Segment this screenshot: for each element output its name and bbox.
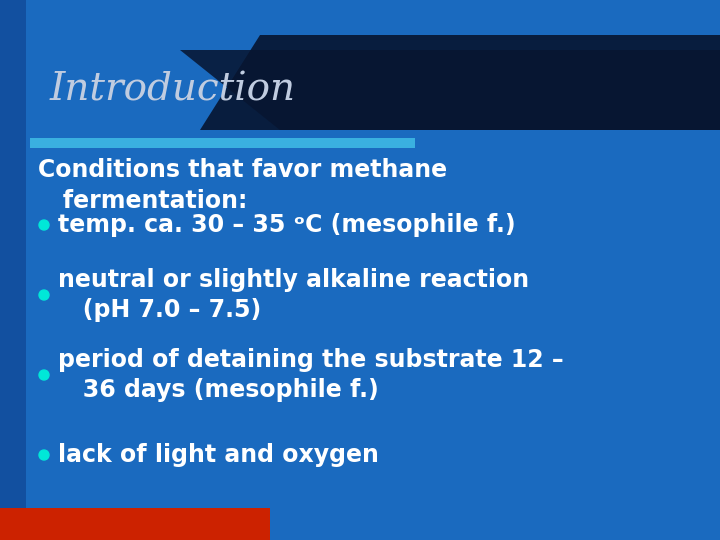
FancyBboxPatch shape [0, 0, 26, 540]
Text: period of detaining the substrate 12 –
   36 days (mesophile f.): period of detaining the substrate 12 – 3… [58, 348, 564, 402]
Text: Introduction: Introduction [50, 71, 296, 109]
Polygon shape [200, 35, 720, 130]
Text: Conditions that favor methane
   fermentation:: Conditions that favor methane fermentati… [38, 158, 447, 213]
FancyBboxPatch shape [30, 138, 415, 148]
Text: neutral or slightly alkaline reaction
   (pH 7.0 – 7.5): neutral or slightly alkaline reaction (p… [58, 268, 529, 322]
Circle shape [39, 370, 49, 380]
Circle shape [39, 290, 49, 300]
Circle shape [39, 220, 49, 230]
FancyBboxPatch shape [0, 508, 270, 540]
Circle shape [39, 450, 49, 460]
Text: lack of light and oxygen: lack of light and oxygen [58, 443, 379, 467]
Text: temp. ca. 30 – 35 ᵒC (mesophile f.): temp. ca. 30 – 35 ᵒC (mesophile f.) [58, 213, 516, 237]
Polygon shape [180, 50, 720, 130]
